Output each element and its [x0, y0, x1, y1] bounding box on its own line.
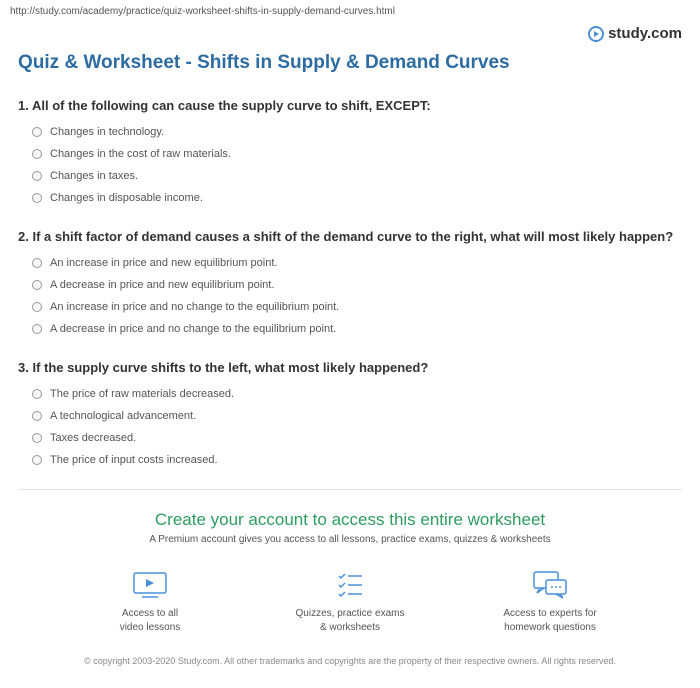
option[interactable]: The price of raw materials decreased.	[18, 385, 682, 403]
option[interactable]: Changes in the cost of raw materials.	[18, 145, 682, 163]
radio-icon	[32, 433, 42, 443]
features-row: Access to allvideo lessons Quizzes, prac…	[0, 553, 700, 649]
question-3: 3. If the supply curve shifts to the lef…	[0, 352, 700, 483]
option[interactable]: An increase in price and new equilibrium…	[18, 254, 682, 272]
option-label: Changes in disposable income.	[50, 192, 203, 204]
option-label: Changes in the cost of raw materials.	[50, 148, 231, 160]
option-label: An increase in price and no change to th…	[50, 301, 339, 313]
question-2: 2. If a shift factor of demand causes a …	[0, 221, 700, 352]
play-icon	[588, 26, 604, 42]
cta-section: Create your account to access this entir…	[0, 496, 700, 553]
option[interactable]: Taxes decreased.	[18, 429, 682, 447]
option-label: The price of raw materials decreased.	[50, 388, 234, 400]
url-bar: http://study.com/academy/practice/quiz-w…	[0, 0, 700, 23]
checklist-icon	[280, 569, 420, 601]
radio-icon	[32, 302, 42, 312]
radio-icon	[32, 258, 42, 268]
radio-icon	[32, 127, 42, 137]
option[interactable]: Changes in disposable income.	[18, 189, 682, 207]
option[interactable]: A decrease in price and new equilibrium …	[18, 276, 682, 294]
radio-icon	[32, 324, 42, 334]
question-prompt: 2. If a shift factor of demand causes a …	[18, 229, 682, 244]
header: study.com	[0, 23, 700, 46]
question-prompt: 3. If the supply curve shifts to the lef…	[18, 360, 682, 375]
feature-video-lessons: Access to allvideo lessons	[80, 569, 220, 635]
feature-quizzes: Quizzes, practice exams& worksheets	[280, 569, 420, 635]
option-label: Taxes decreased.	[50, 432, 136, 444]
option[interactable]: A decrease in price and no change to the…	[18, 320, 682, 338]
radio-icon	[32, 389, 42, 399]
radio-icon	[32, 149, 42, 159]
option-label: Changes in technology.	[50, 126, 164, 138]
question-prompt: 1. All of the following can cause the su…	[18, 98, 682, 113]
option[interactable]: An increase in price and no change to th…	[18, 298, 682, 316]
logo[interactable]: study.com	[588, 25, 682, 42]
feature-label: Access to allvideo lessons	[80, 607, 220, 635]
brand-text: study.com	[608, 25, 682, 42]
feature-label: Access to experts forhomework questions	[480, 607, 620, 635]
option-label: A decrease in price and new equilibrium …	[50, 279, 274, 291]
radio-icon	[32, 280, 42, 290]
copyright: © copyright 2003-2020 Study.com. All oth…	[0, 649, 700, 682]
option[interactable]: The price of input costs increased.	[18, 451, 682, 469]
option-label: A decrease in price and no change to the…	[50, 323, 336, 335]
question-1: 1. All of the following can cause the su…	[0, 90, 700, 221]
option[interactable]: Changes in taxes.	[18, 167, 682, 185]
radio-icon	[32, 411, 42, 421]
divider	[18, 489, 682, 490]
cta-title: Create your account to access this entir…	[18, 510, 682, 530]
video-icon	[80, 569, 220, 601]
radio-icon	[32, 455, 42, 465]
option-label: An increase in price and new equilibrium…	[50, 257, 277, 269]
page-title: Quiz & Worksheet - Shifts in Supply & De…	[0, 46, 700, 90]
radio-icon	[32, 193, 42, 203]
cta-subtitle: A Premium account gives you access to al…	[18, 534, 682, 545]
option[interactable]: Changes in technology.	[18, 123, 682, 141]
feature-experts: Access to experts forhomework questions	[480, 569, 620, 635]
chat-icon	[480, 569, 620, 601]
radio-icon	[32, 171, 42, 181]
option-label: A technological advancement.	[50, 410, 196, 422]
option-label: The price of input costs increased.	[50, 454, 218, 466]
option-label: Changes in taxes.	[50, 170, 138, 182]
option[interactable]: A technological advancement.	[18, 407, 682, 425]
feature-label: Quizzes, practice exams& worksheets	[280, 607, 420, 635]
